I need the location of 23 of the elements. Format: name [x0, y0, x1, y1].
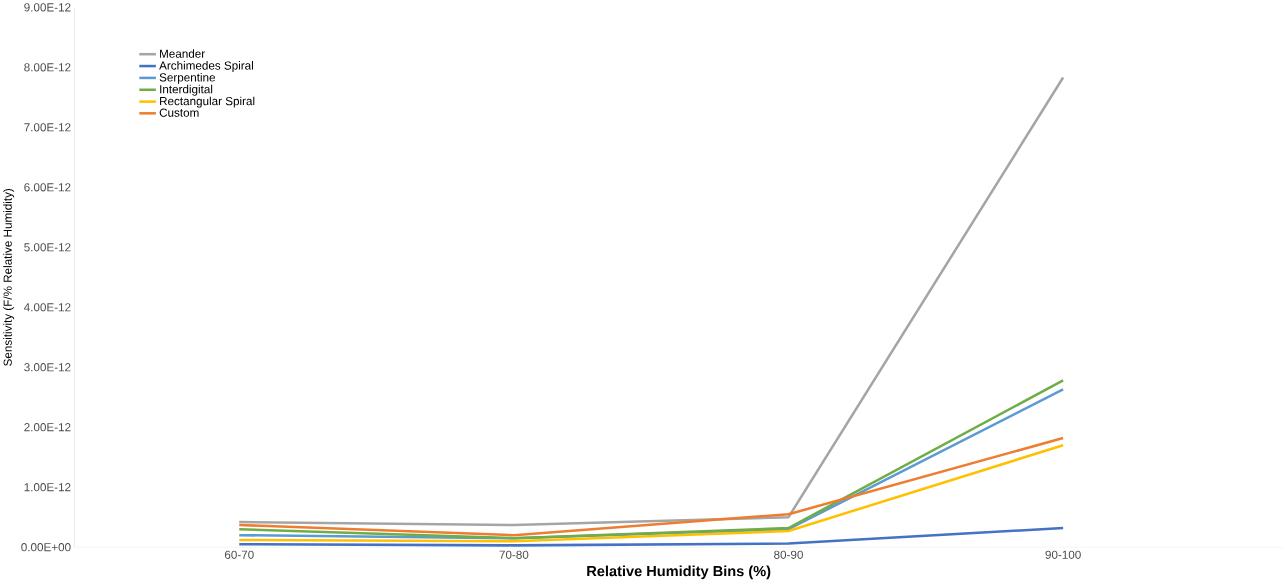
legend-label: Interdigital: [160, 84, 213, 96]
y-tick-label: 9.00E-12: [24, 3, 71, 12]
y-tick-label: 6.00E-12: [24, 182, 71, 192]
y-tick-label: 2.00E-12: [24, 422, 71, 432]
y-tick-label: 5.00E-12: [24, 242, 71, 252]
y-tick-label: 4.00E-12: [24, 302, 71, 312]
x-tick-label: 60-70: [224, 550, 254, 559]
y-tick-label: 8.00E-12: [24, 63, 71, 72]
y-tick-label: 7.00E-12: [24, 123, 71, 132]
line-series: [238, 526, 1065, 547]
y-tick-label: 1.00E-12: [24, 482, 71, 492]
y-tick-label: 0.00E+00: [21, 542, 71, 552]
x-tick-label: 90-100: [1045, 550, 1081, 559]
y-axis-title: Sensitivity (F/% Relative Humidity): [3, 188, 15, 366]
x-axis-title: Relative Humidity Bins (%): [587, 565, 771, 579]
x-tick-label: 80-90: [774, 550, 803, 559]
x-tick-label: 70-80: [499, 550, 529, 559]
legend-label: Meander: [160, 49, 205, 58]
legend-label: Custom: [159, 108, 199, 117]
y-tick-label: 3.00E-12: [24, 362, 71, 372]
legend-label: Rectangular Spiral: [160, 96, 255, 108]
legend-label: Archimedes Spiral: [159, 60, 253, 72]
legend-label: Serpentine: [159, 72, 215, 84]
